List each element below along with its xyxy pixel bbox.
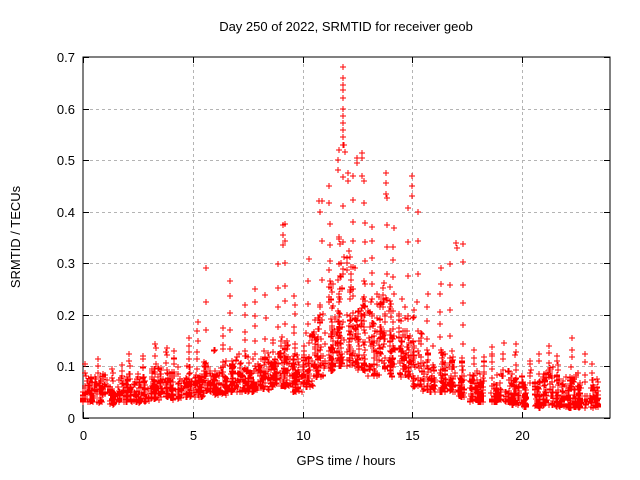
x-tick-label: 15: [405, 428, 419, 443]
chart-title: Day 250 of 2022, SRMTID for receiver geo…: [219, 19, 473, 34]
y-tick-label: 0.2: [57, 308, 75, 323]
y-tick-label: 0.6: [57, 102, 75, 117]
x-tick-label: 10: [296, 428, 310, 443]
y-tick-label: 0: [68, 411, 75, 426]
x-tick-label: 20: [515, 428, 529, 443]
x-axis-label: GPS time / hours: [297, 453, 396, 468]
x-tick-labels: 0 5 10 15 20: [80, 428, 530, 443]
x-tick-label: 0: [80, 428, 87, 443]
y-tick-label: 0.5: [57, 153, 75, 168]
y-tick-label: 0.3: [57, 256, 75, 271]
scatter-points: [80, 64, 601, 411]
y-tick-label: 0.4: [57, 205, 75, 220]
y-axis-label: SRMTID / TECUs: [8, 185, 23, 288]
x-tick-label: 5: [190, 428, 197, 443]
y-tick-label: 0.7: [57, 50, 75, 65]
y-tick-labels: 0 0.1 0.2 0.3 0.4 0.5 0.6 0.7: [57, 50, 75, 426]
plot-frame: [82, 56, 611, 419]
y-tick-label: 0.1: [57, 359, 75, 374]
